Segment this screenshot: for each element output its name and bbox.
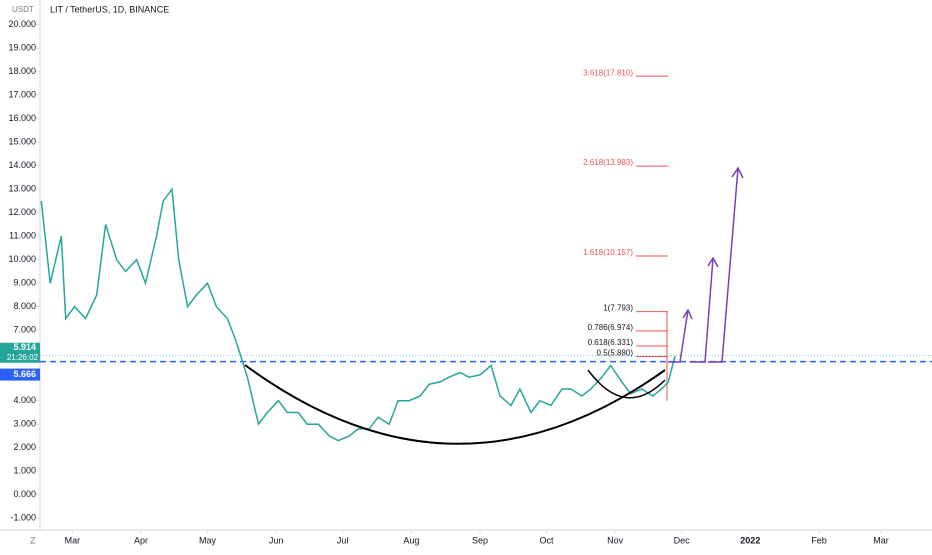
fib-label: 3.618(17.810) xyxy=(583,68,633,77)
fib-label: 1(7.793) xyxy=(603,304,633,313)
y-tick-label: 1.000 xyxy=(13,466,36,476)
y-tick-label: 4.000 xyxy=(13,395,36,405)
handle-curve xyxy=(587,369,666,399)
x-tick-label: Mar xyxy=(65,535,81,545)
x-tick-label: Apr xyxy=(134,535,148,545)
y-tick-label: 20.000 xyxy=(8,19,36,29)
y-tick-label: 0.000 xyxy=(13,489,36,499)
currency-label: USDT xyxy=(12,5,34,14)
countdown-label: 21:26:02 xyxy=(7,353,39,362)
x-tick-label: Jun xyxy=(269,535,284,545)
chart-title: LIT / TetherUS, 1D, BINANCE xyxy=(50,4,169,14)
last-price-box xyxy=(0,342,40,363)
y-tick-label: 13.000 xyxy=(8,184,36,194)
y-tick-label: -1.000 xyxy=(10,513,36,523)
fib-label: 2.618(13.983) xyxy=(583,158,633,167)
cup-curve xyxy=(244,364,666,445)
arrows xyxy=(668,166,744,363)
y-tick-label: 15.000 xyxy=(8,137,36,147)
x-tick-label: May xyxy=(199,535,217,545)
y-tick-label: 9.000 xyxy=(13,278,36,288)
y-tick-label: 2.000 xyxy=(13,442,36,452)
last-price-label: 5.914 xyxy=(13,342,36,352)
x-tick-label: Sep xyxy=(472,535,488,545)
x-tick-label: Mar xyxy=(873,535,889,545)
y-tick-label: 16.000 xyxy=(8,113,36,123)
x-tick-label: Dec xyxy=(674,535,691,545)
logo: Z xyxy=(30,535,36,545)
price-line xyxy=(40,187,676,442)
fib-label: 0.5(5.880) xyxy=(597,349,634,358)
level-label: 5.666 xyxy=(13,369,36,379)
y-tick-label: 17.000 xyxy=(8,90,36,100)
x-tick-label: Oct xyxy=(539,535,554,545)
fib-label: 0.618(6.331) xyxy=(588,338,634,347)
y-tick-label: 10.000 xyxy=(8,254,36,264)
y-tick-label: 18.000 xyxy=(8,66,36,76)
x-tick-label: Feb xyxy=(811,535,827,545)
x-tick-label: Nov xyxy=(607,535,624,545)
y-tick-label: 11.000 xyxy=(9,231,36,241)
y-tick-label: 12.000 xyxy=(8,207,36,217)
x-tick-label: 2022 xyxy=(740,535,760,545)
y-tick-label: 19.000 xyxy=(8,43,36,53)
fib-label: 0.786(6.974) xyxy=(588,323,634,332)
y-tick-label: 14.000 xyxy=(8,160,36,170)
fib-label: 1.618(10.157) xyxy=(583,248,633,257)
y-tick-label: 8.000 xyxy=(13,301,36,311)
level-box xyxy=(0,368,40,381)
x-tick-label: Jul xyxy=(337,535,349,545)
y-tick-label: 7.000 xyxy=(13,325,36,335)
y-tick-label: 3.000 xyxy=(13,419,36,429)
x-tick-label: Aug xyxy=(403,535,419,545)
